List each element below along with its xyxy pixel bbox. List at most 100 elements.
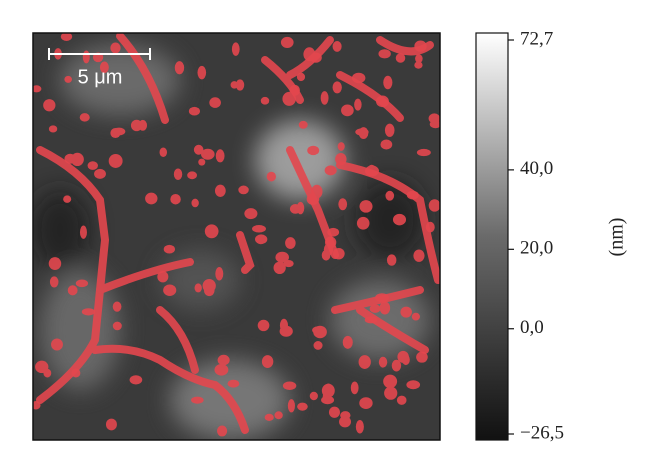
particle	[354, 98, 362, 111]
particle	[321, 249, 331, 261]
particle	[217, 425, 228, 437]
particle	[274, 411, 283, 420]
particle	[261, 355, 274, 369]
particle	[235, 79, 245, 91]
particle	[130, 119, 143, 132]
particle	[406, 380, 421, 390]
particle	[193, 144, 204, 155]
image-frame	[32, 32, 441, 441]
colorbar-ticks: 72,7 40,0 20,0 0,0 −26,5	[508, 28, 564, 443]
particle	[416, 148, 431, 157]
particle	[49, 276, 59, 288]
particle	[383, 75, 393, 90]
particle	[384, 123, 395, 137]
particle	[416, 351, 428, 363]
particle	[260, 96, 270, 105]
particle	[356, 216, 370, 230]
particle	[170, 193, 181, 205]
particle	[307, 145, 320, 156]
particle	[99, 61, 109, 74]
particle	[342, 335, 353, 349]
particle	[350, 381, 359, 395]
particle	[227, 379, 240, 388]
particle	[289, 204, 301, 214]
particle	[244, 208, 258, 220]
particle	[75, 279, 89, 288]
particle	[379, 301, 391, 315]
particle	[321, 395, 335, 405]
particle	[201, 148, 215, 160]
particle	[296, 72, 306, 82]
particle	[397, 350, 409, 363]
particle	[215, 267, 224, 281]
particle	[384, 386, 398, 400]
particle	[51, 338, 63, 351]
particle	[157, 270, 169, 283]
particle	[313, 341, 323, 350]
particle	[287, 399, 295, 413]
particle	[339, 416, 352, 428]
particle	[257, 319, 270, 332]
particle	[159, 147, 168, 158]
particle	[204, 224, 219, 239]
particle	[194, 283, 202, 293]
particle	[332, 41, 342, 52]
particle	[112, 321, 122, 331]
particle	[355, 128, 369, 136]
particle	[110, 128, 121, 139]
particle	[369, 304, 381, 313]
particle	[264, 413, 274, 421]
particle	[35, 360, 49, 374]
particle	[279, 318, 289, 333]
particle	[64, 75, 72, 83]
particle	[309, 391, 318, 401]
particle	[358, 355, 371, 369]
particle	[94, 168, 106, 179]
particle	[280, 36, 294, 48]
colorbar	[475, 32, 509, 441]
particle	[215, 149, 225, 163]
particle	[411, 312, 420, 321]
particle	[415, 54, 423, 64]
particle	[48, 257, 62, 271]
particle	[275, 251, 289, 263]
particle	[110, 42, 121, 54]
particle	[285, 237, 296, 249]
particle	[391, 359, 402, 372]
particle	[378, 49, 391, 59]
particle	[428, 113, 440, 124]
particle	[337, 142, 345, 151]
particle	[202, 278, 216, 293]
particle	[298, 120, 308, 129]
particle	[173, 168, 183, 180]
particle	[64, 153, 76, 164]
particle	[282, 91, 296, 106]
particle	[312, 326, 324, 335]
particle	[338, 198, 348, 211]
colorbar-tick-label: 0,0	[520, 317, 544, 338]
particle	[396, 395, 407, 405]
particle	[395, 53, 406, 63]
particle	[108, 154, 123, 168]
particle	[87, 161, 98, 170]
particle	[48, 125, 58, 133]
particle	[79, 225, 87, 239]
particle	[163, 244, 176, 254]
particle	[320, 91, 329, 105]
particle	[79, 113, 90, 122]
particle	[341, 104, 354, 117]
particle	[129, 375, 143, 385]
particle	[163, 284, 177, 296]
particle	[209, 97, 221, 108]
particle	[81, 308, 96, 316]
particle	[385, 190, 395, 201]
particle	[355, 419, 364, 434]
colorbar-tick-label: 20,0	[520, 238, 553, 259]
particle	[378, 356, 388, 368]
particle	[43, 99, 56, 112]
particle	[214, 184, 226, 197]
particle	[383, 374, 398, 389]
afm-image	[33, 33, 440, 440]
